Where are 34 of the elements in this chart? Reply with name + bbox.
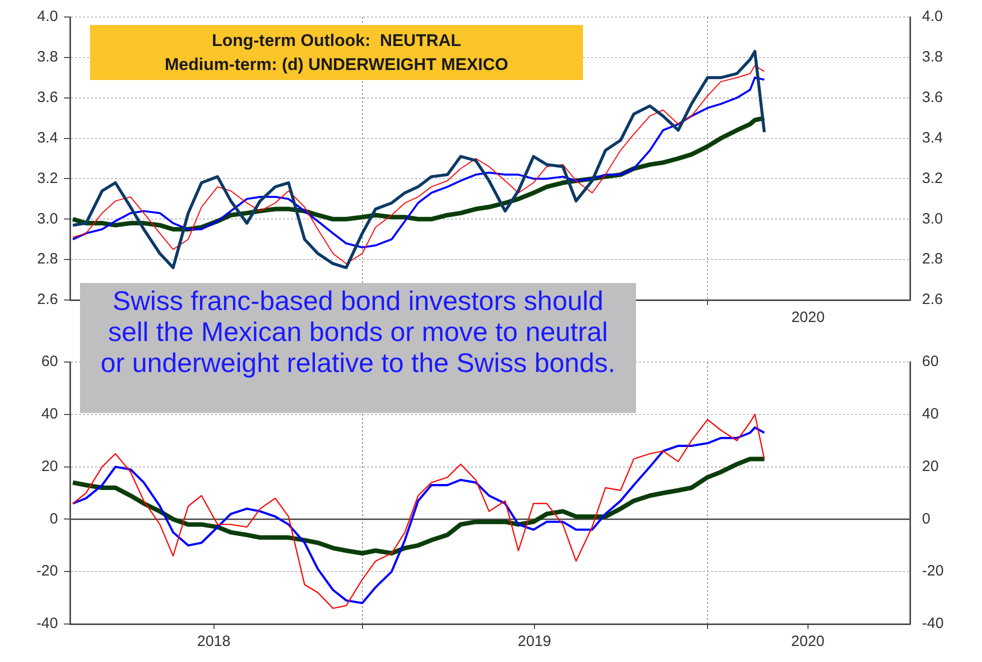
y2-tick-label: 20 xyxy=(922,458,939,475)
y2-tick-label: 3.2 xyxy=(922,170,943,187)
y2-tick-label: 2.6 xyxy=(922,291,943,308)
x-tick-label: 2018 xyxy=(197,633,230,650)
y2-tick-label: -40 xyxy=(922,615,944,632)
x-tick-label: 2019 xyxy=(518,633,552,650)
callout-box: Swiss franc-based bond investors should sell the Mexican bonds or move to neutral or underweight relative to the Swiss bonds. xyxy=(80,283,636,413)
y2-tick-label: 2.8 xyxy=(922,250,943,268)
y-tick-label: 0 xyxy=(50,510,58,528)
y-tick-label: 2.8 xyxy=(37,250,58,268)
y2-tick-label: 0 xyxy=(922,510,930,528)
x-tick-label: 2020 xyxy=(791,633,825,650)
y-tick-label: 3.4 xyxy=(37,129,58,146)
y-tick-label: 20 xyxy=(41,458,58,475)
y-tick-label: 3.8 xyxy=(37,48,58,66)
y-tick-label: 3.2 xyxy=(37,170,58,187)
y2-tick-label: 3.6 xyxy=(922,89,943,106)
y2-tick-label: 4.0 xyxy=(922,8,943,26)
y-tick-label: 60 xyxy=(41,353,58,370)
y-tick-label: -40 xyxy=(36,615,58,632)
y-tick-label: 2.6 xyxy=(37,291,58,308)
y2-tick-label: 3.4 xyxy=(922,129,943,146)
y-tick-label: -20 xyxy=(36,562,58,580)
y2-tick-label: -20 xyxy=(922,562,944,580)
y-tick-label: 3.0 xyxy=(37,210,58,228)
y-tick-label: 4.0 xyxy=(37,8,58,26)
y2-tick-label: 60 xyxy=(922,353,939,370)
y2-tick-label: 40 xyxy=(922,406,939,423)
y2-tick-label: 3.0 xyxy=(922,210,943,228)
y-tick-label: 40 xyxy=(41,406,58,423)
text: 2020 xyxy=(790,309,826,327)
y-tick-label: 3.6 xyxy=(37,89,58,106)
banner-box: Long-term Outlook: NEUTRAL Medium-term: (d) UNDERWEIGHT MEXICO xyxy=(90,25,583,80)
y2-tick-label: 3.8 xyxy=(922,48,943,66)
